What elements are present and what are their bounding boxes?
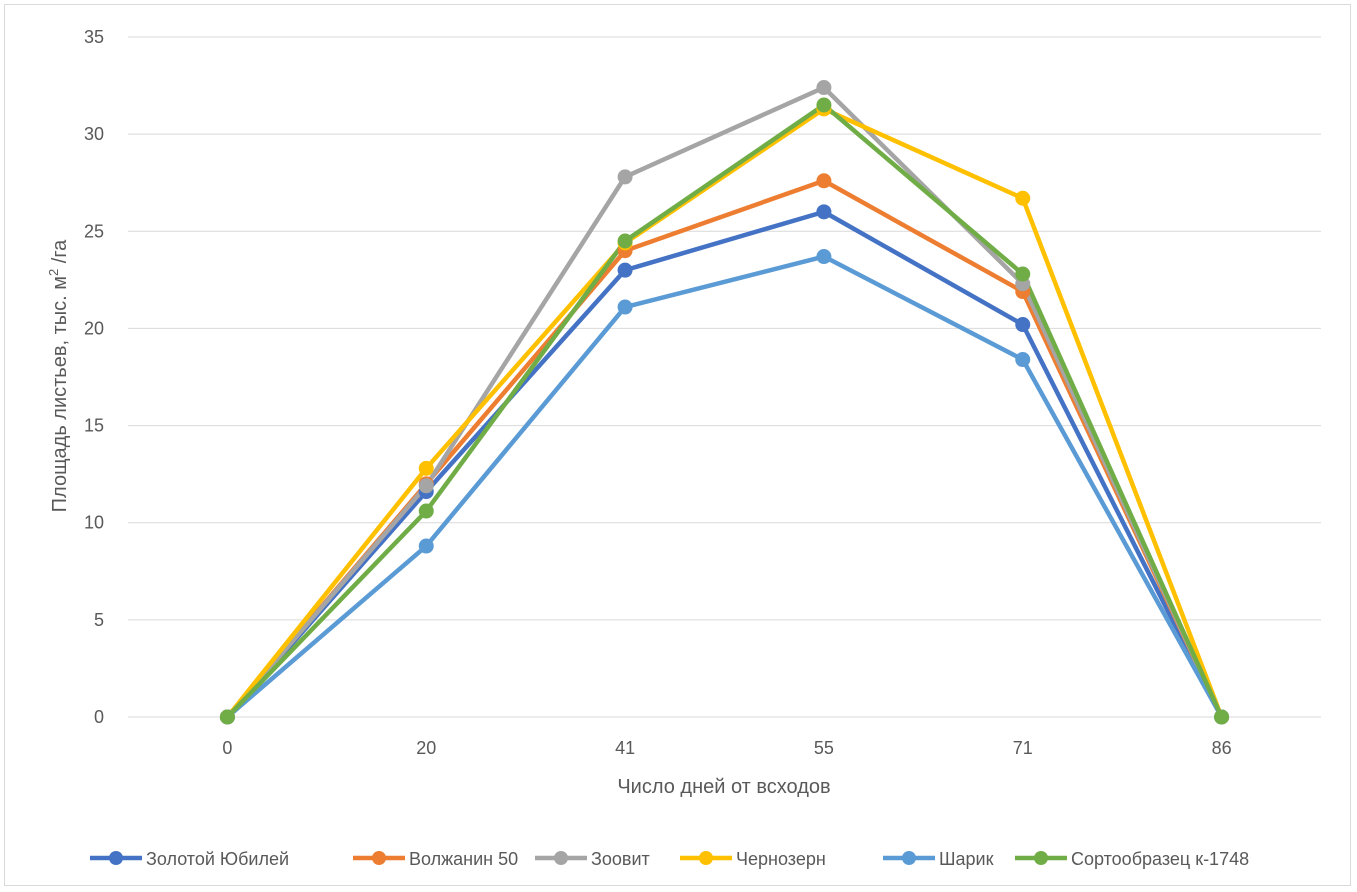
legend-swatch-marker bbox=[902, 851, 916, 865]
data-point bbox=[1214, 709, 1230, 725]
y-axis-label-tail: /га bbox=[49, 239, 71, 269]
series-markers bbox=[219, 80, 1230, 725]
legend-label: Сортообразец к-1748 bbox=[1071, 849, 1249, 869]
x-tick-label: 20 bbox=[416, 738, 436, 758]
y-tick-label: 20 bbox=[84, 318, 104, 338]
data-point bbox=[816, 173, 832, 189]
y-tick-label: 15 bbox=[84, 416, 104, 436]
y-tick-label: 0 bbox=[94, 707, 104, 727]
data-point bbox=[418, 478, 434, 494]
x-tick-label: 55 bbox=[814, 738, 834, 758]
y-axis-label-main: Площадь листьев, тыс. м bbox=[49, 276, 71, 512]
data-point bbox=[1015, 317, 1031, 333]
series-line bbox=[225, 102, 1224, 720]
data-point bbox=[816, 204, 832, 220]
x-tick-label: 41 bbox=[615, 738, 635, 758]
data-point bbox=[617, 233, 633, 249]
y-axis-label-sup: 2 bbox=[46, 269, 61, 276]
chart-border bbox=[4, 4, 1351, 886]
data-point bbox=[617, 299, 633, 315]
data-point bbox=[1015, 266, 1031, 282]
y-tick-labels: 0 5 10 15 20 25 30 35 bbox=[84, 27, 104, 727]
y-tick-label: 5 bbox=[94, 610, 104, 630]
x-tick-label: 71 bbox=[1013, 738, 1033, 758]
series-line bbox=[225, 106, 1224, 720]
legend-item: Чернозерн bbox=[680, 849, 826, 869]
legend-swatch-marker bbox=[554, 851, 568, 865]
legend-item: Волжанин 50 bbox=[353, 849, 518, 869]
y-tick-label: 25 bbox=[84, 221, 104, 241]
x-tick-labels: 0 20 41 55 71 86 bbox=[222, 738, 1231, 758]
data-point bbox=[1015, 352, 1031, 368]
data-point bbox=[617, 262, 633, 278]
legend-label: Зоовит bbox=[591, 849, 650, 869]
data-point bbox=[219, 709, 235, 725]
data-point bbox=[816, 97, 832, 113]
y-tick-label: 35 bbox=[84, 27, 104, 47]
data-point bbox=[816, 80, 832, 96]
series-line bbox=[225, 85, 1224, 720]
legend-item: Золотой Юбилей bbox=[90, 849, 289, 869]
y-tick-label: 10 bbox=[84, 513, 104, 533]
data-point bbox=[617, 169, 633, 185]
legend-item: Сортообразец к-1748 bbox=[1015, 849, 1249, 869]
legend: Золотой Юбилей Волжанин 50 Зоовит Чернозерн… bbox=[90, 849, 1249, 869]
series-line bbox=[225, 254, 1224, 720]
x-tick-label: 0 bbox=[222, 738, 232, 758]
data-point bbox=[816, 249, 832, 265]
data-point bbox=[418, 460, 434, 476]
legend-label: Волжанин 50 bbox=[409, 849, 518, 869]
series-lines bbox=[225, 85, 1224, 720]
data-point bbox=[1015, 190, 1031, 206]
data-point bbox=[418, 538, 434, 554]
legend-item: Зоовит bbox=[535, 849, 650, 869]
x-tick-label: 86 bbox=[1212, 738, 1232, 758]
y-tick-label: 30 bbox=[84, 124, 104, 144]
legend-swatch-marker bbox=[699, 851, 713, 865]
x-axis-label: Число дней от всходов bbox=[617, 776, 830, 798]
legend-item: Шарик bbox=[883, 849, 994, 869]
legend-swatch-marker bbox=[109, 851, 123, 865]
legend-swatch-marker bbox=[1034, 851, 1048, 865]
series-line bbox=[225, 209, 1224, 720]
legend-label: Золотой Юбилей bbox=[146, 849, 289, 869]
legend-swatch-marker bbox=[372, 851, 386, 865]
data-point bbox=[418, 503, 434, 519]
y-axis-label: Площадь листьев, тыс. м2 /га bbox=[46, 239, 71, 513]
legend-label: Шарик bbox=[939, 849, 994, 869]
legend-label: Чернозерн bbox=[736, 849, 826, 869]
